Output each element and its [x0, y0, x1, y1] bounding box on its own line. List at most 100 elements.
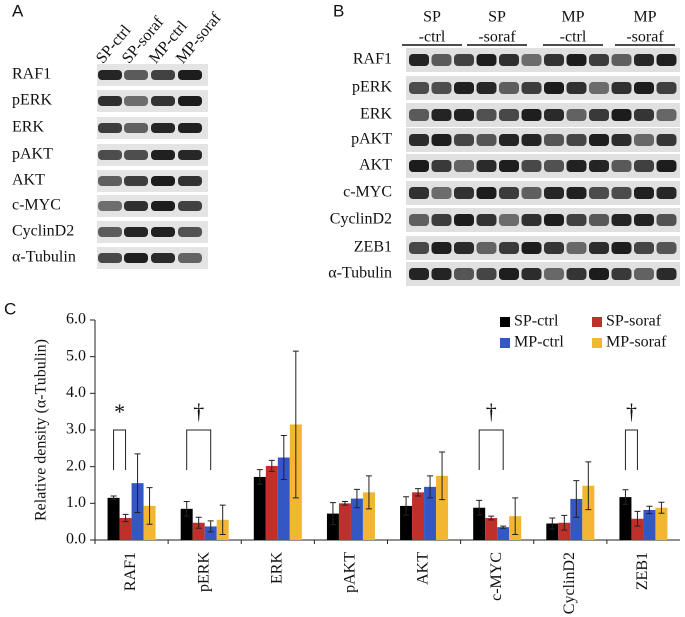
row-label: pAKT	[12, 146, 53, 163]
panel-label: C	[4, 299, 16, 318]
blot-band	[454, 214, 474, 226]
row-label: pERK	[12, 92, 52, 109]
blot-band	[611, 214, 632, 226]
blot-band	[178, 176, 202, 186]
x-tick-label: ERK	[268, 552, 285, 584]
blot-band	[499, 82, 519, 94]
blot-band	[521, 82, 542, 94]
blot-band	[566, 160, 587, 172]
bar	[204, 526, 217, 540]
error-bar	[183, 501, 190, 517]
error-bar	[365, 475, 372, 510]
blot-band	[566, 54, 587, 66]
error-bar	[329, 502, 336, 526]
row-label: AKT	[359, 157, 392, 174]
x-tick-label: pAKT	[342, 552, 359, 593]
blot-band	[499, 268, 519, 280]
blot-band	[151, 150, 175, 160]
error-bar	[122, 513, 129, 523]
blot-band	[178, 201, 202, 211]
blot-band	[409, 160, 429, 172]
blot-band	[611, 187, 632, 199]
y-tick-label: 4.0	[66, 384, 86, 401]
blot-band	[656, 187, 677, 199]
group-label: -ctrl	[419, 29, 446, 46]
row-label: pAKT	[351, 131, 392, 148]
blot-band	[656, 214, 677, 226]
blot-band	[499, 214, 519, 226]
blot-band	[544, 82, 564, 94]
group-label: SP	[488, 9, 506, 26]
row-label: AKT	[12, 172, 45, 189]
blot-band	[178, 96, 202, 106]
bar	[619, 497, 632, 540]
blot-band	[476, 134, 497, 146]
blot-band	[454, 187, 474, 199]
blot-band	[178, 227, 202, 237]
error-bar	[415, 488, 422, 497]
bar	[253, 476, 266, 540]
legend-label: MP-soraf	[606, 334, 667, 351]
blot-band	[499, 134, 519, 146]
blot-band	[566, 109, 587, 121]
blot-band	[521, 134, 542, 146]
error-bar	[646, 505, 653, 515]
row-label: ERK	[12, 119, 44, 136]
row-label: CyclinD2	[12, 223, 74, 240]
x-tick-label: pERK	[195, 552, 212, 592]
blot-band	[566, 82, 587, 94]
error-bar	[207, 520, 214, 533]
blot-band	[409, 242, 429, 254]
error-bar	[561, 514, 568, 531]
blot-band	[476, 242, 497, 254]
blot-band	[656, 242, 677, 254]
row-label: c-MYC	[343, 184, 392, 201]
blot-band	[476, 54, 497, 66]
bar	[350, 498, 363, 540]
blot-band	[98, 123, 122, 133]
significance-mark: †	[626, 399, 637, 424]
blot-band	[151, 123, 175, 133]
blot-band	[98, 150, 122, 160]
blot-band	[178, 253, 202, 263]
blot-band	[499, 109, 519, 121]
error-bar	[341, 501, 348, 506]
blot-band	[124, 176, 148, 186]
bar	[570, 498, 583, 540]
blot-band	[634, 214, 654, 226]
blot-band	[454, 160, 474, 172]
blot-band	[544, 109, 564, 121]
blot-band	[431, 242, 452, 254]
blot-band	[566, 134, 587, 146]
blot-band	[589, 82, 609, 94]
error-bar	[439, 451, 446, 501]
blot-band	[611, 82, 632, 94]
significance-mark: †	[193, 399, 204, 424]
blot-band	[409, 268, 429, 280]
bar	[326, 513, 339, 540]
group-label: MP	[633, 9, 656, 26]
legend-label: SP-ctrl	[514, 313, 559, 330]
error-bar	[585, 461, 592, 511]
blot-band	[124, 227, 148, 237]
x-tick-label: CyclinD2	[561, 552, 578, 614]
bar	[631, 518, 644, 540]
bar	[546, 523, 559, 540]
legend-swatch	[500, 317, 510, 327]
blot-band	[476, 109, 497, 121]
x-tick-label: AKT	[415, 552, 432, 585]
bar	[485, 518, 498, 540]
blot-band	[454, 54, 474, 66]
blot-band	[431, 134, 452, 146]
blot-band	[589, 134, 609, 146]
bar	[424, 486, 437, 540]
error-bar	[280, 435, 287, 480]
bar	[119, 518, 132, 540]
significance-bracket	[624, 429, 638, 470]
blot-band	[431, 54, 452, 66]
blot-band	[656, 160, 677, 172]
error-bar	[622, 489, 629, 505]
legend-label: MP-ctrl	[514, 334, 564, 351]
blot-band	[566, 242, 587, 254]
blot-band	[521, 242, 542, 254]
